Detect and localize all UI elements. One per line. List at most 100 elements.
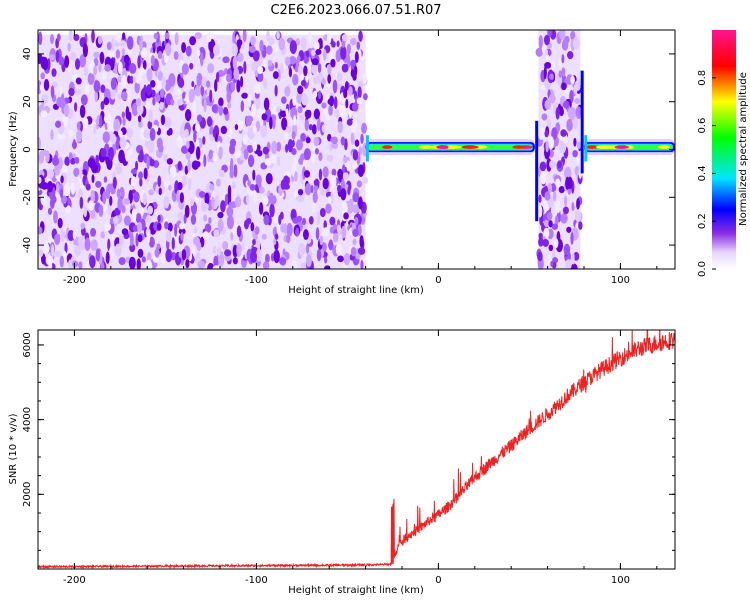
noise-blob [276, 222, 281, 235]
noise-blob [226, 215, 235, 230]
noise-blob [68, 30, 74, 42]
noise-blob [100, 231, 105, 239]
noise-blob [228, 201, 232, 216]
noise-blob [202, 231, 210, 240]
noise-blob [317, 63, 322, 74]
noise-blob [293, 115, 297, 127]
noise-blob [548, 220, 553, 228]
noise-blob [87, 200, 94, 211]
noise-blob [64, 55, 70, 68]
noise-blob [87, 72, 95, 85]
noise-blob [570, 30, 576, 41]
noise-blob [313, 179, 320, 186]
noise-blob [241, 242, 245, 251]
noise-blob [130, 176, 137, 187]
noise-blob [185, 140, 190, 149]
noise-blob [277, 68, 281, 82]
noise-blob [212, 152, 218, 162]
noise-blob [119, 234, 124, 247]
noise-blob [102, 190, 107, 205]
noise-blob [203, 154, 207, 167]
noise-blob [168, 184, 172, 191]
noise-blob [45, 255, 54, 266]
noise-blob [288, 55, 297, 65]
noise-blob [155, 77, 163, 90]
noise-blob [358, 30, 363, 42]
spectrogram-y-label: Frequency (Hz) [8, 111, 19, 187]
noise-blob [328, 104, 333, 116]
noise-blob [234, 196, 242, 208]
noise-blob [273, 238, 277, 246]
noise-blob [270, 154, 277, 164]
noise-blob [236, 225, 242, 238]
noise-blob [546, 118, 552, 129]
noise-blob [311, 63, 318, 75]
noise-blob [571, 251, 575, 265]
noise-blob [246, 115, 254, 123]
noise-blob [279, 110, 287, 118]
noise-blob [111, 133, 117, 145]
noise-blob [241, 92, 249, 99]
noise-blob [204, 192, 210, 206]
noise-blob [218, 252, 225, 267]
signal-peak [461, 145, 479, 149]
noise-blob [576, 153, 582, 165]
noise-blob [192, 246, 196, 254]
noise-blob [549, 159, 556, 169]
noise-blob [230, 157, 234, 172]
noise-blob [298, 242, 306, 256]
noise-blob [544, 99, 552, 110]
noise-blob [352, 162, 358, 170]
noise-blob [212, 245, 217, 255]
noise-blob [255, 248, 262, 262]
noise-blob [181, 175, 188, 187]
noise-blob [110, 77, 117, 90]
noise-blob [281, 96, 287, 104]
noise-blob [566, 51, 574, 60]
noise-blob [78, 261, 83, 269]
noise-blob [137, 248, 144, 258]
noise-blob [544, 191, 551, 201]
noise-blob [336, 72, 343, 82]
noise-blob [185, 151, 191, 160]
noise-blob [286, 233, 291, 244]
noise-blob [163, 153, 168, 162]
noise-blob [229, 170, 234, 179]
noise-blob [156, 222, 162, 231]
noise-blob [329, 95, 335, 107]
noise-blob [74, 102, 78, 112]
noise-blob [184, 204, 190, 218]
noise-blob [59, 228, 66, 242]
noise-blob [103, 222, 112, 232]
noise-blob [574, 97, 581, 105]
noise-blob [237, 52, 244, 63]
noise-blob [139, 39, 143, 52]
noise-blob [360, 259, 364, 269]
noise-blob [57, 217, 63, 229]
noise-blob [70, 182, 76, 195]
noise-blob [552, 190, 557, 202]
noise-blob [570, 75, 575, 85]
noise-blob [50, 85, 55, 99]
noise-blob [338, 104, 345, 118]
noise-blob [340, 45, 347, 60]
noise-blob [546, 212, 553, 221]
noise-blob [247, 154, 255, 168]
noise-blob [38, 151, 45, 164]
noise-blob [38, 137, 41, 151]
noise-blob [262, 78, 268, 89]
noise-blob [76, 129, 83, 143]
noise-blob [216, 247, 222, 256]
noise-blob [115, 136, 120, 151]
noise-blob [328, 140, 334, 152]
noise-blob [566, 226, 572, 233]
noise-blob [214, 79, 218, 92]
noise-blob [232, 56, 238, 70]
noise-blob [187, 177, 192, 191]
noise-blob [571, 202, 575, 212]
noise-blob [348, 86, 353, 96]
noise-blob [310, 153, 316, 163]
noise-blob [171, 237, 175, 250]
noise-blob [147, 139, 155, 154]
noise-blob [99, 114, 103, 129]
